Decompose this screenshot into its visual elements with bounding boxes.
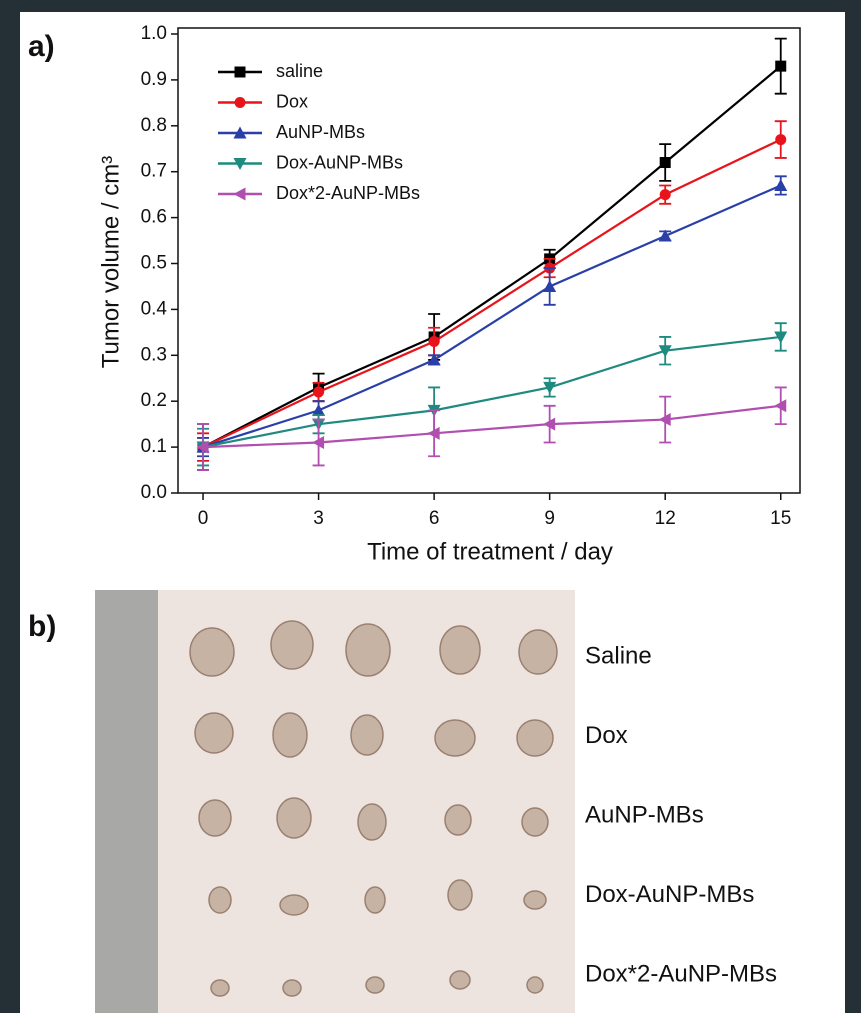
ruler bbox=[95, 590, 158, 1013]
x-tick-label: 3 bbox=[313, 508, 324, 529]
legend-label: Dox-AuNP-MBs bbox=[276, 152, 403, 172]
y-tick-label: 0.0 bbox=[141, 482, 167, 503]
legend-label: AuNP-MBs bbox=[276, 122, 365, 142]
x-tick-label: 9 bbox=[544, 508, 555, 529]
row-label: Dox-AuNP-MBs bbox=[585, 881, 754, 908]
x-tick-label: 0 bbox=[198, 508, 209, 529]
figure: a) Time of treatment / day Tumor volume … bbox=[0, 0, 861, 1013]
x-tick-label: 15 bbox=[770, 508, 791, 529]
legend-marker bbox=[235, 67, 246, 78]
x-axis-label: Time of treatment / day bbox=[367, 538, 613, 565]
panel-label: a) bbox=[28, 30, 55, 63]
y-tick-label: 0.2 bbox=[141, 390, 167, 411]
x-tick-label: 6 bbox=[429, 508, 440, 529]
x-tick-label: 12 bbox=[655, 508, 676, 529]
y-tick-label: 0.1 bbox=[141, 436, 167, 457]
row-label: Dox*2-AuNP-MBs bbox=[585, 960, 777, 987]
row-label: AuNP-MBs bbox=[585, 801, 704, 828]
marker bbox=[775, 134, 786, 145]
y-axis-label: Tumor volume / cm³ bbox=[97, 156, 124, 368]
y-tick-label: 0.9 bbox=[141, 69, 167, 90]
panel-label: b) bbox=[28, 610, 56, 643]
legend-marker bbox=[235, 97, 246, 108]
marker bbox=[775, 61, 786, 72]
y-tick-label: 0.3 bbox=[141, 344, 167, 365]
legend-label: saline bbox=[276, 61, 323, 81]
marker bbox=[660, 157, 671, 168]
row-label: Dox bbox=[585, 722, 628, 749]
legend-label: Dox bbox=[276, 91, 308, 111]
y-tick-label: 0.4 bbox=[141, 298, 168, 319]
y-tick-label: 0.6 bbox=[141, 207, 167, 228]
y-tick-label: 0.8 bbox=[141, 115, 167, 136]
y-tick-label: 0.7 bbox=[141, 161, 167, 182]
marker bbox=[660, 189, 671, 200]
y-tick-label: 1.0 bbox=[141, 23, 167, 44]
row-label: Saline bbox=[585, 642, 652, 669]
y-tick-label: 0.5 bbox=[141, 253, 167, 274]
legend-label: Dox*2-AuNP-MBs bbox=[276, 183, 420, 203]
marker bbox=[313, 387, 324, 398]
marker bbox=[429, 336, 440, 347]
